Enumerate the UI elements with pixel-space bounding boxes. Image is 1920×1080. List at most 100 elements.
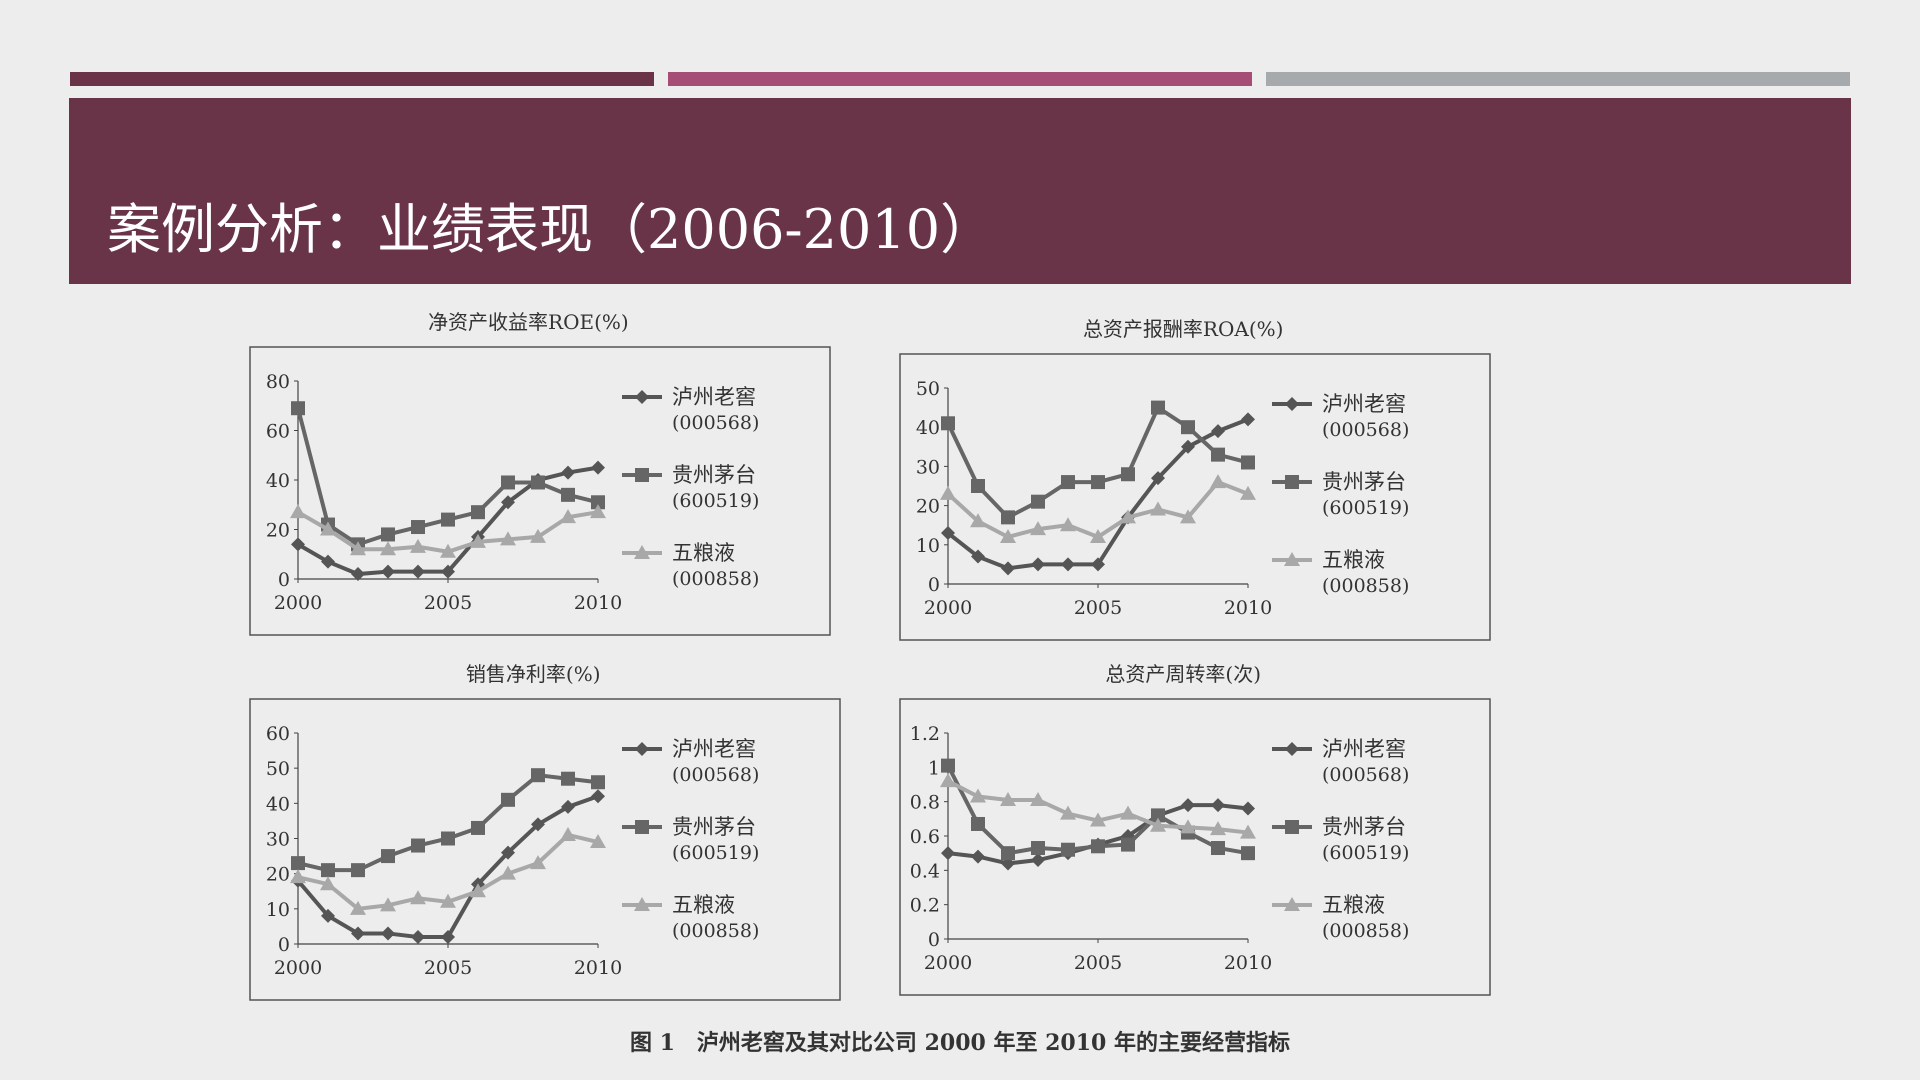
legend-marker [1284, 552, 1300, 566]
x-tick-label: 2005 [1074, 952, 1122, 974]
data-point [291, 401, 305, 416]
y-tick-label: 50 [266, 758, 290, 780]
y-tick-label: 10 [916, 535, 940, 557]
data-point [410, 538, 426, 553]
data-point [1060, 517, 1076, 532]
data-point [1241, 801, 1255, 816]
data-point [1241, 455, 1255, 470]
y-tick-label: 0.2 [910, 895, 940, 917]
data-point [471, 505, 485, 520]
y-tick-label: 60 [266, 421, 290, 443]
legend-code: (000568) [672, 412, 759, 434]
legend-code: (000858) [1322, 920, 1409, 942]
data-point [410, 890, 426, 905]
y-tick-label: 0.6 [910, 826, 940, 848]
series-wuliangye [940, 474, 1256, 543]
data-point [561, 799, 575, 814]
data-point [381, 849, 395, 864]
series-line-maotai [297, 773, 599, 873]
x-tick-label: 2005 [424, 957, 472, 979]
data-point [591, 495, 605, 510]
data-point [1180, 509, 1196, 524]
legend-label: 泸州老窖 [672, 737, 756, 761]
data-point [351, 926, 365, 941]
series-maotai [941, 758, 1255, 861]
data-point [591, 460, 605, 475]
data-point [1061, 842, 1075, 857]
data-point [1151, 808, 1165, 823]
data-point [531, 768, 545, 783]
legend-label: 泸州老窖 [1322, 737, 1406, 761]
y-tick-label: 80 [266, 371, 290, 393]
data-point [1181, 439, 1195, 454]
asset-turnover-chart: 总资产周转率(次) 0 0.2 0.4 0.6 0.8 1 1.2 2000 2005 2010 泸州… [899, 662, 1491, 996]
data-point [1061, 557, 1075, 572]
roa-chart: 总资产报酬率ROA(%) 0 10 20 30 40 50 2000 2005 2010 泸州老窖 (… [899, 317, 1491, 641]
data-point [321, 554, 335, 569]
data-point [531, 817, 545, 832]
legend-item-luzhou: 泸州老窖 (000568) [1272, 392, 1409, 441]
y-tick-label: 0 [928, 574, 940, 596]
data-point [441, 929, 455, 944]
y-tick-label: 1.2 [910, 723, 940, 745]
data-point [501, 845, 515, 860]
data-point [350, 541, 366, 556]
data-point [1211, 841, 1225, 856]
data-point [970, 513, 986, 528]
data-point [941, 416, 955, 431]
data-point [1121, 467, 1135, 482]
data-point [590, 834, 606, 849]
data-point [1181, 798, 1195, 813]
y-tick-label: 10 [266, 899, 290, 921]
y-tick-label: 20 [266, 864, 290, 886]
legend-item-wuliangye: 五粮液 (000858) [622, 541, 759, 590]
y-tick-label: 0 [278, 934, 290, 956]
data-point [1091, 557, 1105, 572]
net-margin-chart: 销售净利率(%) 0 10 20 30 40 50 60 2000 2005 2010 泸州老窖 (00… [249, 662, 841, 1001]
data-point [501, 495, 515, 510]
data-point [1211, 424, 1225, 439]
data-point [561, 771, 575, 786]
series-wuliangye [290, 504, 606, 558]
x-tick-label: 2000 [274, 957, 322, 979]
x-tick-label: 2000 [924, 597, 972, 619]
data-point [1031, 494, 1045, 509]
x-tick-label: 2010 [574, 592, 622, 614]
chart-title: 净资产收益率ROE(%) [428, 310, 629, 334]
data-point [441, 564, 455, 579]
data-point [1031, 557, 1045, 572]
legend-label: 贵州茅台 [672, 463, 756, 487]
legend-label: 五粮液 [1322, 548, 1385, 572]
accent-bar-2 [668, 72, 1252, 86]
accent-bar-3 [1266, 72, 1850, 86]
legend-item-luzhou: 泸州老窖 (000568) [622, 737, 759, 786]
data-point [1090, 528, 1106, 543]
legend-marker [1285, 475, 1299, 489]
legend-marker [634, 545, 650, 559]
data-point [591, 775, 605, 790]
y-tick-label: 30 [266, 829, 290, 851]
data-point [380, 897, 396, 912]
series-maotai [941, 400, 1255, 525]
legend-code: (000568) [1322, 764, 1409, 786]
series-wuliangye [290, 826, 606, 915]
chart-title: 销售净利率(%) [466, 662, 601, 686]
data-point [351, 863, 365, 878]
data-point [500, 865, 516, 880]
chart-frame [249, 346, 831, 636]
y-tick-label: 0.8 [910, 792, 940, 814]
data-point [591, 789, 605, 804]
data-point [1151, 400, 1165, 415]
data-point [320, 521, 336, 536]
data-point [1091, 475, 1105, 490]
data-point [411, 929, 425, 944]
y-tick-label: 0.4 [910, 860, 940, 882]
data-point [1210, 474, 1226, 489]
legend-label: 五粮液 [672, 541, 735, 565]
legend-marker [635, 390, 649, 404]
y-tick-label: 60 [266, 723, 290, 745]
data-point [530, 855, 546, 870]
y-tick-label: 0 [928, 929, 940, 951]
data-point [1091, 839, 1105, 854]
data-point [381, 564, 395, 579]
